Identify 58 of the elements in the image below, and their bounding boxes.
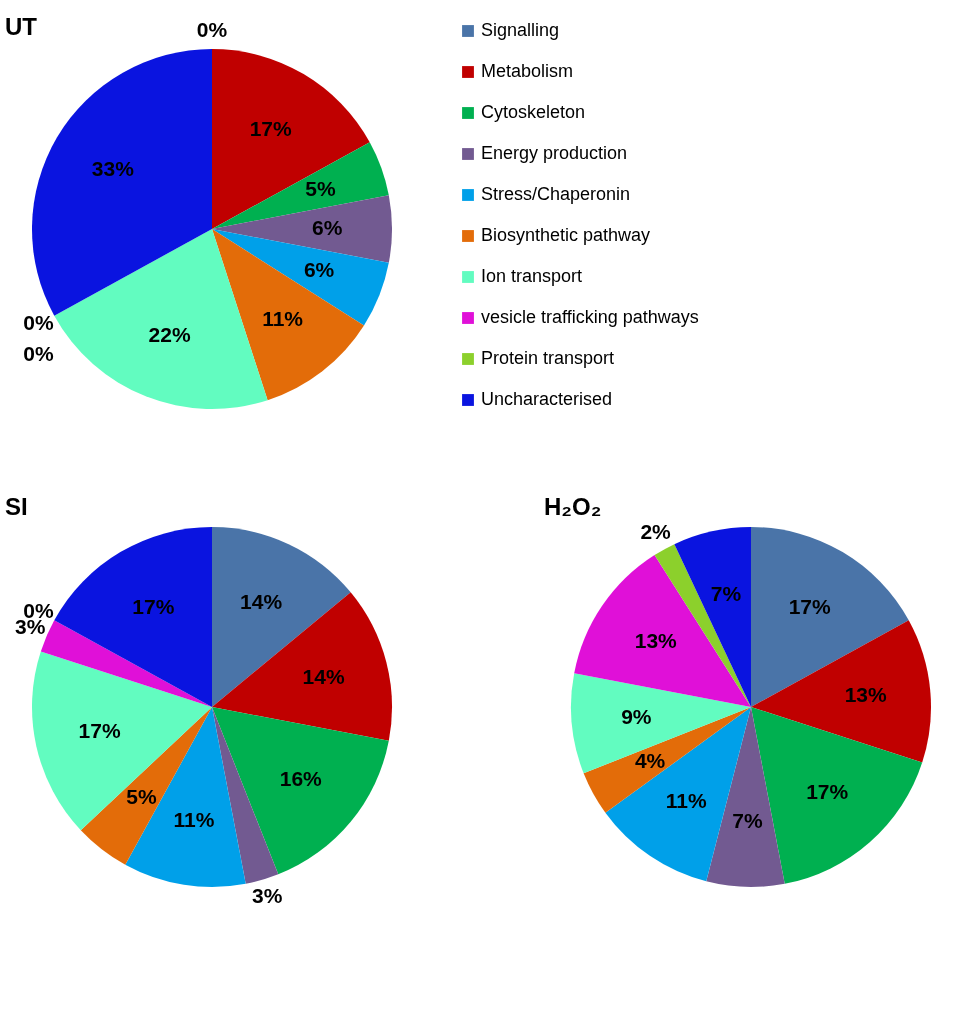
legend-label: Energy production bbox=[481, 143, 628, 163]
legend-label: Ion transport bbox=[481, 266, 583, 286]
legend-label: vesicle trafficking pathways bbox=[481, 307, 699, 327]
pie-slice bbox=[706, 707, 785, 887]
data-label: 33% bbox=[91, 157, 135, 181]
data-label: 11% bbox=[262, 307, 304, 331]
pie-slice bbox=[212, 527, 351, 707]
data-label: 11% bbox=[173, 807, 215, 831]
legend-label: Uncharacterised bbox=[481, 389, 613, 409]
legend-label: Stress/Chaperonin bbox=[481, 184, 631, 204]
chart-title: H₂O₂ bbox=[544, 493, 602, 520]
data-label: 11% bbox=[665, 789, 708, 813]
pie-slice bbox=[674, 527, 751, 707]
data-label: 17% bbox=[249, 116, 292, 140]
pie-slice bbox=[32, 651, 212, 831]
chart-title: SI bbox=[5, 493, 28, 520]
data-label: 7% bbox=[710, 581, 742, 605]
data-label: 5% bbox=[126, 785, 157, 809]
data-label: 14% bbox=[302, 665, 345, 689]
text: 0% bbox=[23, 311, 54, 335]
data-label: 7% bbox=[732, 809, 763, 833]
data-label: 6% bbox=[303, 258, 335, 282]
data-label: 13% bbox=[634, 629, 678, 653]
legend-label: Metabolism bbox=[481, 61, 574, 81]
legend-label: Cytoskeleton bbox=[481, 102, 586, 122]
data-label: 5% bbox=[305, 176, 336, 200]
text: 0% bbox=[23, 341, 54, 365]
data-label: 13% bbox=[844, 683, 888, 707]
pie-slice bbox=[212, 195, 392, 263]
pie-slice bbox=[32, 49, 212, 316]
data-label: 17% bbox=[132, 594, 175, 618]
pie-slice bbox=[54, 527, 212, 707]
data-label: 17% bbox=[788, 594, 831, 618]
data-label: 14% bbox=[240, 589, 283, 613]
data-label: 9% bbox=[621, 704, 652, 728]
legend-label: Biosynthetic pathway bbox=[481, 225, 651, 245]
pie-slice bbox=[571, 673, 751, 774]
data-label: 17% bbox=[806, 780, 849, 804]
pie-slice bbox=[212, 707, 389, 875]
data-label: 22% bbox=[148, 323, 191, 347]
data-label: 16% bbox=[279, 767, 323, 791]
data-label: 17% bbox=[78, 719, 121, 743]
data-label: 2% bbox=[640, 520, 672, 544]
data-label: 6% bbox=[312, 216, 343, 239]
pie-slice bbox=[574, 555, 751, 707]
pie-slice bbox=[80, 707, 212, 865]
pie-slice bbox=[751, 620, 931, 763]
pie-slice bbox=[212, 592, 392, 741]
pie-slice bbox=[751, 527, 909, 707]
pie-slice bbox=[583, 707, 751, 813]
legend-label: Signalling bbox=[481, 20, 560, 40]
chart-title: UT bbox=[5, 13, 38, 40]
pie-slice bbox=[212, 707, 279, 884]
data-label: 4% bbox=[634, 749, 666, 773]
data-label: 3% bbox=[252, 884, 283, 908]
text: 0% bbox=[196, 18, 228, 41]
legend-label: Protein transport bbox=[481, 348, 615, 368]
pie-slice bbox=[125, 707, 246, 887]
